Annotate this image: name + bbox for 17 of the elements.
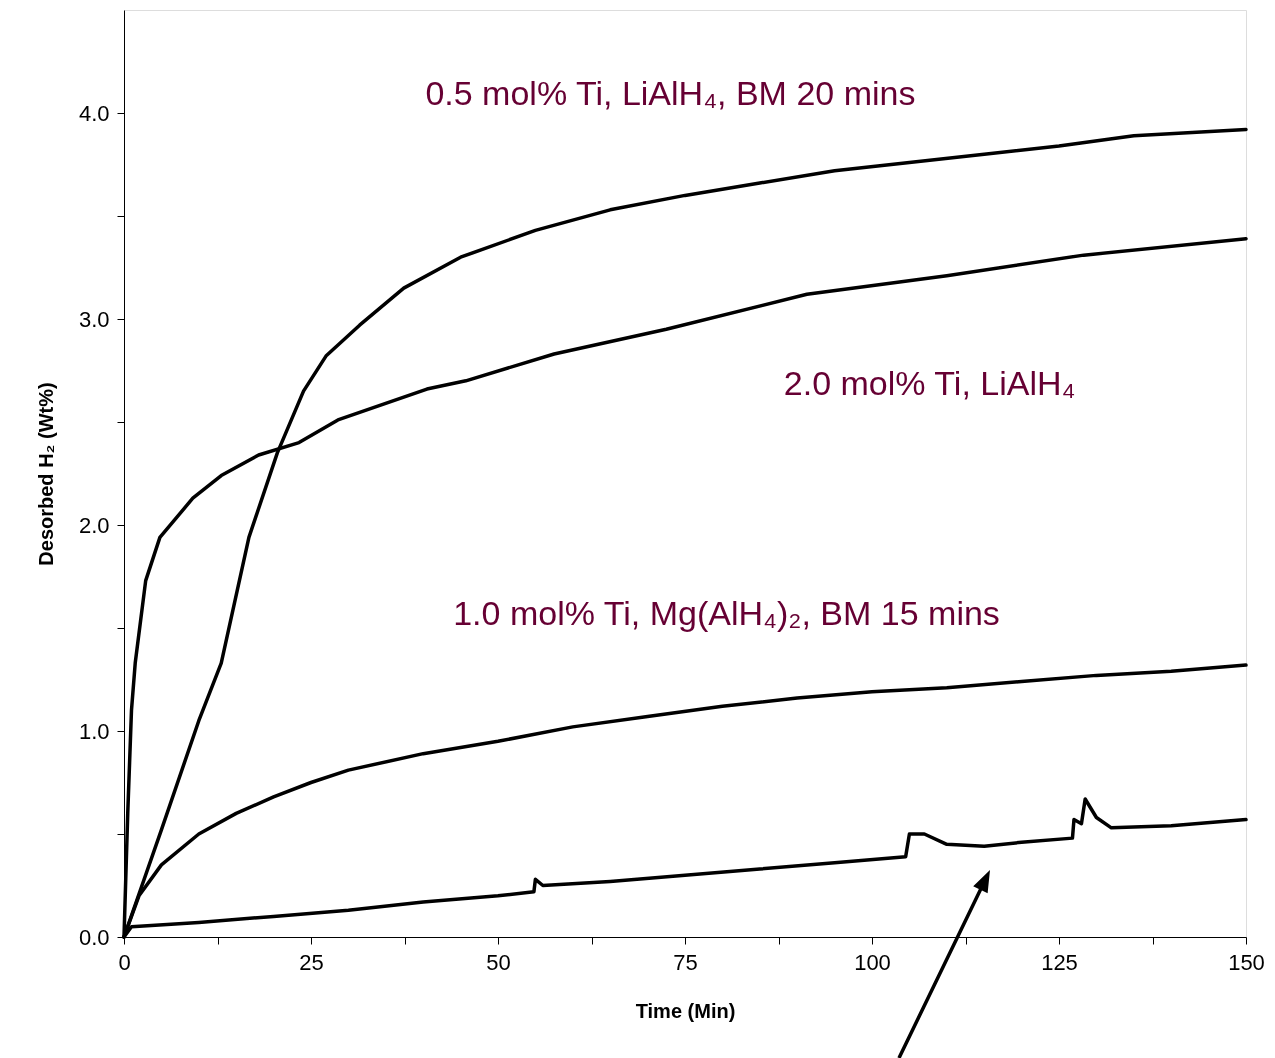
- x-tick-label: 125: [1041, 949, 1078, 975]
- y-tick-label: 3.0: [78, 306, 110, 332]
- y-tick-label: 4.0: [78, 100, 110, 126]
- y-tick-label: 2.0: [78, 512, 110, 538]
- x-tick-label: 75: [673, 949, 698, 975]
- annotation: 0.5 mol% Ti, LiAlH₄, BM 20 mins: [425, 74, 916, 113]
- x-tick-label: 100: [854, 949, 891, 975]
- y-tick-label: 0.0: [78, 924, 110, 950]
- x-tick-label: 150: [1228, 949, 1265, 975]
- x-tick-label: 50: [486, 949, 511, 975]
- y-tick-label: 1.0: [78, 718, 110, 744]
- y-axis-title: Desorbed H₂ (Wt%): [34, 382, 57, 566]
- x-tick-label: 25: [299, 949, 324, 975]
- annotation: 1.0 mol% Ti, Mg(AlH₄)₂, BM 15 mins: [453, 594, 1000, 633]
- x-axis-title: Time (Min): [635, 999, 736, 1022]
- annotation: 2.0 mol% Ti, LiAlH₄: [783, 363, 1076, 402]
- x-tick-label: 0: [118, 949, 131, 975]
